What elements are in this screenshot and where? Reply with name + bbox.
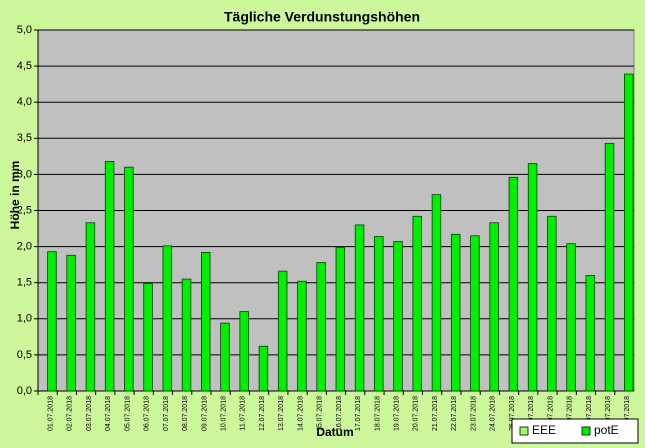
y-tick-label: 1,0 (17, 313, 32, 325)
bar (66, 254, 76, 392)
bar (374, 236, 384, 392)
bar (508, 176, 519, 392)
x-tick-label: 06.07.2018 (144, 396, 151, 431)
bar (143, 283, 153, 392)
bar (431, 194, 442, 392)
bar (604, 142, 615, 392)
x-tick-label: 10.07.2018 (220, 396, 227, 431)
y-tick-label: 4,5 (17, 60, 32, 72)
bar (489, 222, 499, 392)
x-tick-label: 17.07.2018 (355, 396, 362, 431)
bar (85, 222, 96, 392)
x-tick-label: 22.07.2018 (451, 396, 458, 431)
bar (220, 322, 230, 392)
x-tick-label: 28.07.2018 (567, 396, 574, 431)
bar (335, 246, 346, 392)
legend-label: EEE (532, 423, 556, 437)
x-tick-label: 26.07.2018 (528, 396, 535, 431)
x-tick-label: 20.07.2018 (413, 396, 420, 431)
x-tick-label: 04.07.2018 (105, 396, 112, 431)
x-tick-label: 01.07.2018 (47, 396, 54, 431)
x-tick-label: 31.07.2018 (624, 396, 631, 431)
x-tick-label: 12.07.2018 (259, 396, 266, 431)
y-tick-label: 3,5 (17, 132, 32, 144)
x-tick-label: 23.07.2018 (470, 396, 477, 431)
x-tick-label: 21.07.2018 (432, 396, 439, 431)
bar (470, 235, 480, 392)
x-tick-label: 24.07.2018 (490, 396, 497, 431)
x-tick-label: 16.07.2018 (336, 396, 343, 431)
x-tick-label: 14.07.2018 (297, 396, 304, 431)
bar (162, 245, 173, 392)
bar (104, 161, 115, 392)
x-axis-label: Datum (316, 425, 353, 439)
x-tick-label: 19.07.2018 (394, 396, 401, 431)
bar (585, 275, 595, 392)
bar (297, 280, 307, 392)
x-tick-label: 15.07.2018 (317, 396, 324, 431)
y-tick-label: 4,0 (17, 96, 32, 108)
y-tick-label: 3,0 (17, 168, 32, 180)
x-tick-label: 07.07.2018 (163, 396, 170, 431)
x-tick-label: 02.07.2018 (67, 396, 74, 431)
legend-box (511, 418, 639, 444)
bar (277, 270, 288, 392)
x-tick-label: 29.07.2018 (586, 396, 593, 431)
y-tick-label: 5,0 (17, 24, 32, 36)
bar (47, 251, 57, 392)
y-tick-label: 0,0 (17, 385, 32, 397)
x-tick-label: 08.07.2018 (182, 396, 189, 431)
x-tick-label: 27.07.2018 (547, 396, 554, 431)
legend-swatch (519, 426, 529, 436)
legend-label: potE (594, 423, 619, 437)
y-axis-label: Höhe in mm (8, 161, 22, 230)
legend-swatch (581, 426, 591, 436)
bar (566, 243, 576, 392)
chart-title: Tägliche Verdunstungshöhen (224, 9, 420, 25)
x-tick-label: 05.07.2018 (124, 396, 131, 431)
x-tick-label: 09.07.2018 (201, 396, 208, 431)
x-tick-label: 11.07.2018 (240, 396, 247, 431)
bar (527, 163, 538, 392)
x-tick-label: 25.07.2018 (509, 396, 516, 431)
bar (239, 311, 249, 392)
y-tick-label: 1,5 (17, 277, 32, 289)
bar (316, 262, 326, 392)
bar (547, 215, 557, 392)
x-tick-label: 13.07.2018 (278, 396, 285, 431)
x-tick-label: 03.07.2018 (86, 396, 93, 431)
bar (412, 215, 422, 392)
bar (393, 241, 403, 392)
bar (124, 166, 134, 392)
bar (623, 73, 634, 392)
y-tick-label: 0,5 (17, 349, 32, 361)
bar (181, 278, 192, 392)
x-tick-label: 18.07.2018 (374, 396, 381, 431)
x-tick-label: 30.07.2018 (605, 396, 612, 431)
y-tick-label: 2,5 (17, 204, 32, 216)
y-tick-label: 2,0 (17, 241, 32, 253)
bar (258, 345, 269, 392)
bar (201, 251, 211, 392)
bar (450, 233, 461, 392)
bar (354, 224, 365, 392)
